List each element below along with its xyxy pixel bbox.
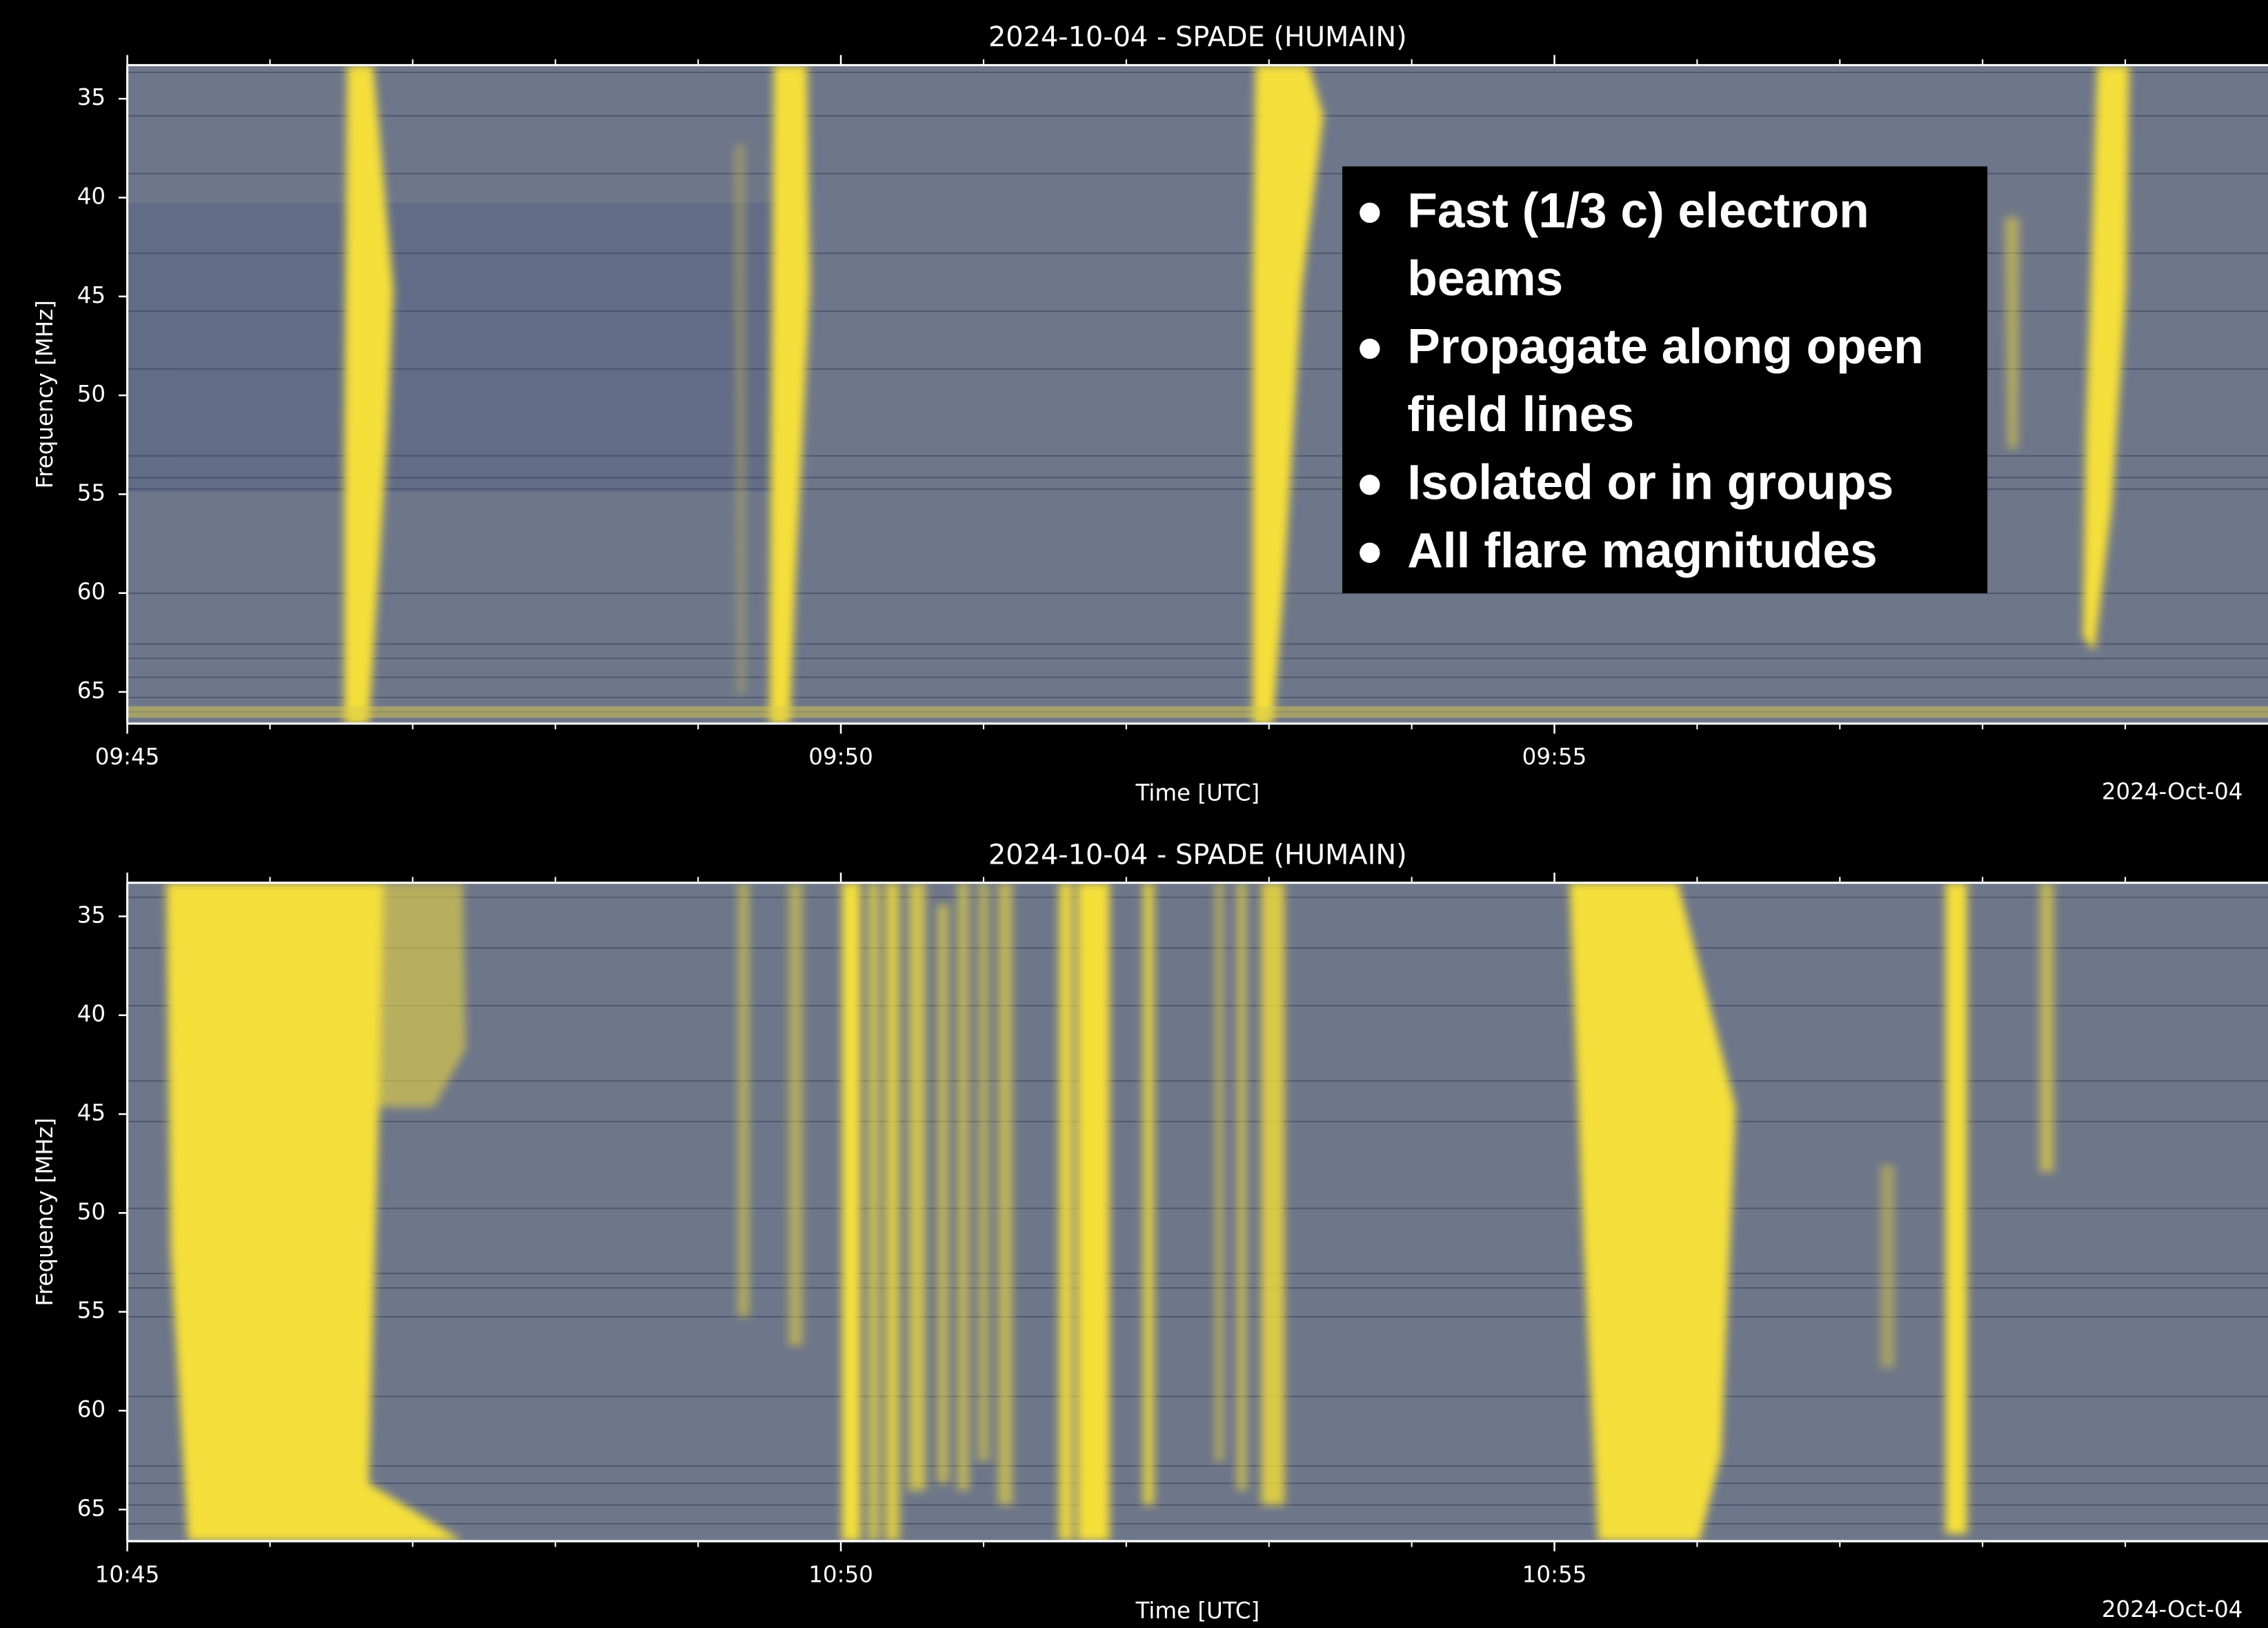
y-axis-label: Frequency [MHz] [32, 300, 58, 488]
y-axis-label: Frequency [MHz] [32, 1118, 58, 1306]
annotation: Fast (1/3 c) electron beams Propagate alon… [1360, 183, 1924, 578]
annotation-text: Isolated or in groups [1407, 455, 1893, 510]
bullet-dot [1360, 202, 1380, 224]
x-tick-label: 09:55 [1522, 744, 1587, 770]
spectrogram-image [127, 882, 2268, 1542]
y-tick-label: 45 [77, 1100, 106, 1126]
x-tick-label: 09:45 [95, 744, 160, 770]
date-label: 2024-Oct-04 [2102, 1596, 2243, 1622]
y-tick-label: 40 [77, 183, 106, 209]
y-tick-label: 50 [77, 1198, 106, 1224]
y-tick-label: 60 [77, 579, 106, 605]
y-tick-label: 35 [77, 902, 106, 928]
x-tick-label: 10:50 [808, 1561, 873, 1587]
annotation-text: Propagate along open [1407, 319, 1924, 374]
bullet-dot [1360, 475, 1380, 495]
x-axis-label: Time [UTC] [1135, 1598, 1260, 1624]
annotation-text: beams [1407, 251, 1563, 306]
y-tick-label: 55 [77, 479, 106, 506]
x-tick-label: 10:55 [1522, 1561, 1587, 1587]
annotation-box [1342, 166, 1988, 594]
y-tick-label: 65 [77, 677, 106, 704]
x-axis-label: Time [UTC] [1135, 780, 1260, 806]
chart-title: 2024-10-04 - SPADE (HUMAIN) [988, 839, 1407, 871]
bullet-dot [1360, 542, 1380, 564]
x-tick-label: 10:45 [95, 1561, 160, 1587]
y-tick-label: 60 [77, 1396, 106, 1422]
annotation-text: Fast (1/3 c) electron [1407, 183, 1869, 238]
y-tick-label: 55 [77, 1298, 106, 1324]
y-tick-label: 35 [77, 84, 106, 110]
annotation-text: All flare magnitudes [1407, 523, 1877, 578]
x-tick-label: 09:50 [808, 744, 873, 770]
date-label: 2024-Oct-04 [2102, 779, 2243, 805]
bullet-dot [1360, 338, 1380, 359]
chart-title: 2024-10-04 - SPADE (HUMAIN) [988, 21, 1407, 53]
annotation-text: field lines [1407, 387, 1634, 442]
y-tick-label: 40 [77, 1001, 106, 1027]
y-tick-label: 65 [77, 1495, 106, 1521]
y-tick-label: 50 [77, 381, 106, 407]
y-tick-label: 45 [77, 282, 106, 308]
